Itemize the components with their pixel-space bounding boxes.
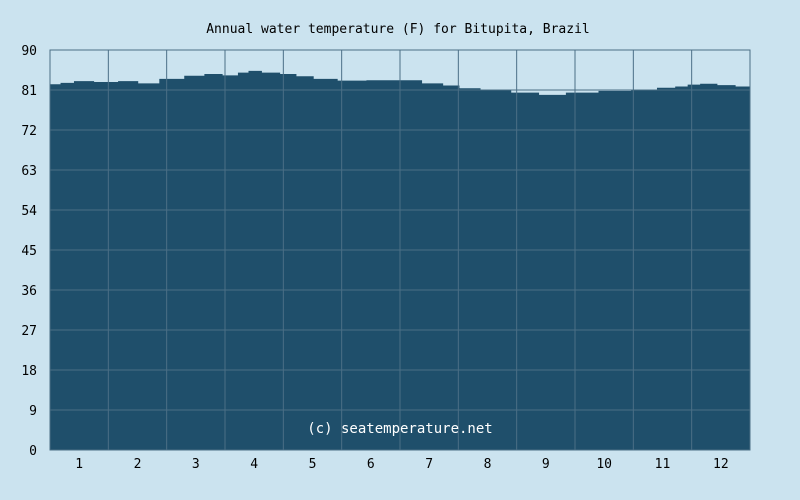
plot-border <box>49 49 751 451</box>
y-tick-label: 63 <box>21 164 37 179</box>
x-tick-label: 12 <box>713 457 729 472</box>
x-tick-label: 8 <box>484 457 492 472</box>
x-tick-label: 4 <box>250 457 258 472</box>
y-tick-label: 9 <box>29 404 37 419</box>
y-tick-label: 36 <box>21 284 37 299</box>
x-tick-label: 7 <box>425 457 433 472</box>
x-tick-label: 6 <box>367 457 375 472</box>
y-tick-label: 45 <box>21 244 37 259</box>
y-tick-label: 18 <box>21 364 37 379</box>
x-tick-label: 3 <box>192 457 200 472</box>
x-tick-label: 11 <box>655 457 671 472</box>
y-tick-label: 0 <box>29 444 37 459</box>
chart-title: Annual water temperature (F) for Bitupit… <box>206 22 590 37</box>
y-tick-label: 90 <box>21 44 37 59</box>
y-tick-label: 72 <box>21 124 37 139</box>
x-tick-label: 9 <box>542 457 550 472</box>
y-tick-label: 54 <box>21 204 37 219</box>
watermark: (c) seatemperature.net <box>307 421 492 437</box>
x-tick-label: 5 <box>309 457 317 472</box>
x-tick-label: 1 <box>75 457 83 472</box>
x-tick-label: 2 <box>134 457 142 472</box>
x-tick-label: 10 <box>596 457 612 472</box>
y-tick-label: 27 <box>21 324 37 339</box>
y-tick-label: 81 <box>21 84 37 99</box>
